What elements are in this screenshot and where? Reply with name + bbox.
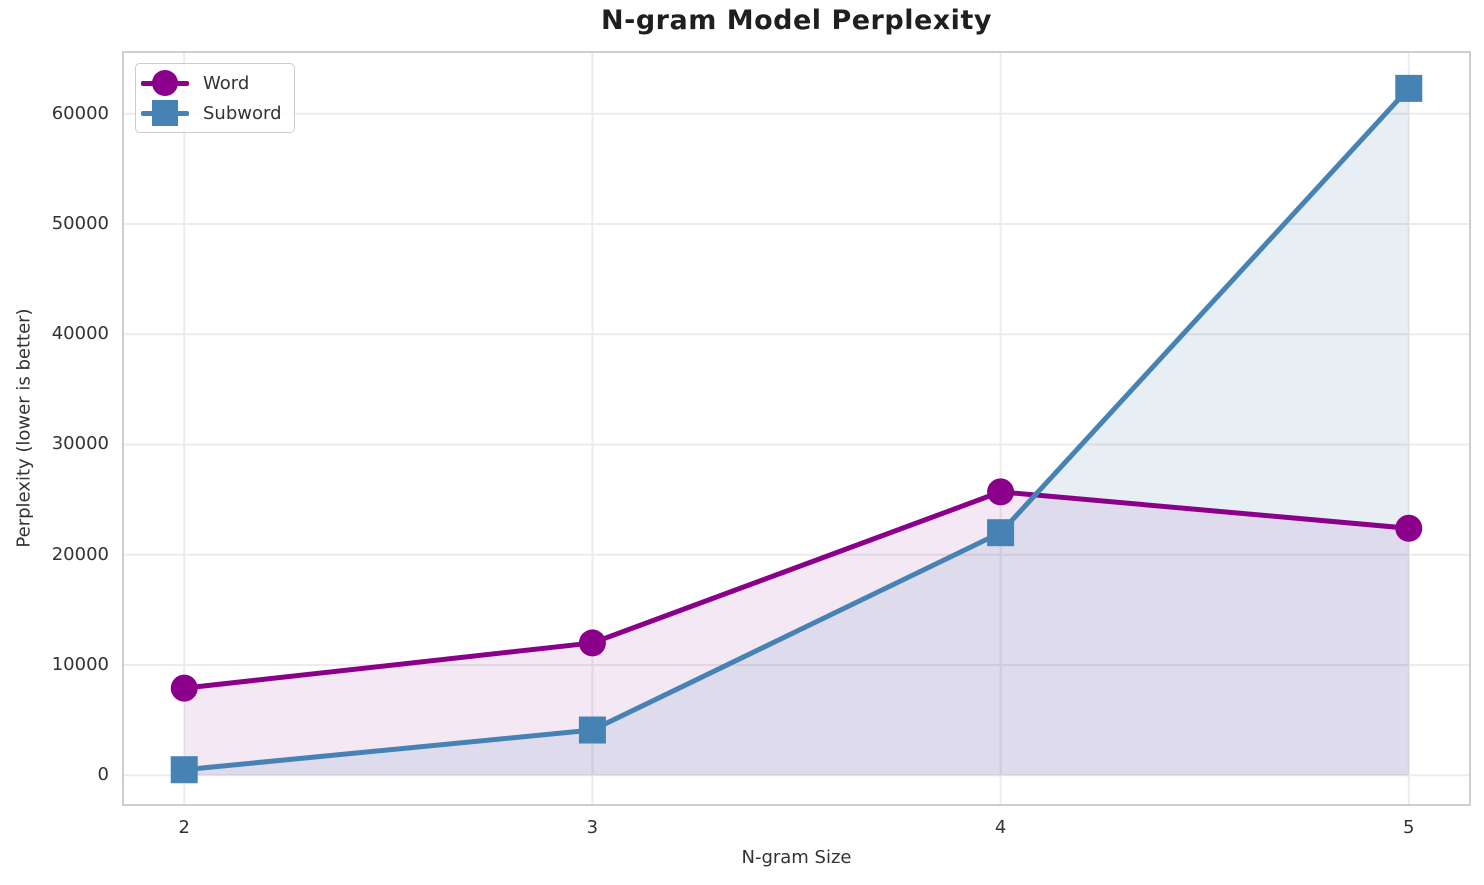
word-line bbox=[181, 489, 1412, 691]
chart-title: N-gram Model Perplexity bbox=[601, 5, 992, 36]
subword-marker-icon bbox=[1395, 74, 1423, 102]
x-tick-label: 2 bbox=[178, 817, 190, 838]
word-marker-icon bbox=[170, 674, 198, 702]
word-marker-icon bbox=[987, 478, 1015, 506]
subword-marker-icon bbox=[170, 756, 198, 784]
x-tick-label: 3 bbox=[586, 817, 599, 838]
legend-item-subword: Subword bbox=[141, 98, 282, 128]
subword-legend-marker-icon bbox=[141, 99, 189, 127]
y-tick-label: 10000 bbox=[51, 653, 109, 675]
word-marker-icon bbox=[1395, 514, 1423, 542]
x-tick-label: 4 bbox=[994, 817, 1007, 838]
y-tick-label: 40000 bbox=[51, 323, 109, 345]
y-tick-label: 50000 bbox=[51, 212, 109, 234]
legend-label: Subword bbox=[203, 102, 282, 124]
y-tick-label: 20000 bbox=[51, 543, 109, 565]
subword-line bbox=[181, 85, 1412, 773]
word-legend-marker-icon bbox=[141, 69, 189, 97]
legend-label: Word bbox=[203, 72, 250, 94]
word-marker-icon bbox=[578, 629, 606, 657]
plot-border bbox=[122, 51, 1471, 806]
y-tick-label: 30000 bbox=[51, 433, 109, 455]
legend-item-word: Word bbox=[141, 68, 282, 98]
legend: Word Subword bbox=[135, 63, 295, 133]
subword-marker-icon bbox=[578, 716, 606, 744]
y-tick-label: 60000 bbox=[51, 102, 109, 124]
y-tick-label: 0 bbox=[97, 764, 109, 786]
x-axis-label: N-gram Size bbox=[741, 847, 852, 868]
subword-fill-area bbox=[184, 88, 1409, 776]
subword-marker-icon bbox=[987, 519, 1015, 547]
x-tick-label: 5 bbox=[1403, 817, 1415, 838]
